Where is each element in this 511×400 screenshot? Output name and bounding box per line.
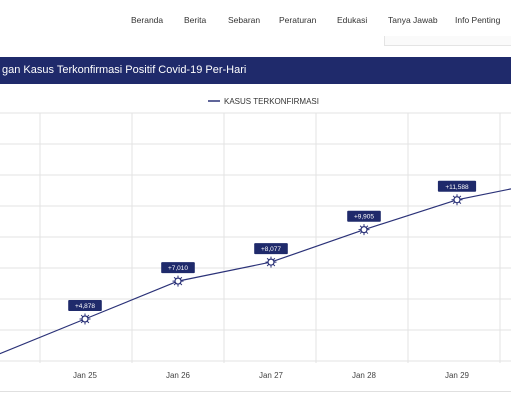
x-tick-label: Jan 25 xyxy=(73,371,98,380)
data-label-box xyxy=(347,210,381,222)
nav-peraturan[interactable]: Peraturan xyxy=(279,15,317,25)
nav-tanya-jawab[interactable]: Tanya Jawab xyxy=(388,15,438,25)
page-divider xyxy=(0,391,511,392)
nav-sebaran[interactable]: Sebaran xyxy=(228,15,261,25)
search-box-edge[interactable] xyxy=(384,36,511,46)
x-tick-label: Jan 27 xyxy=(259,371,284,380)
chart-title-bar: gan Kasus Terkonfirmasi Positif Covid-19… xyxy=(0,57,511,84)
data-label-box xyxy=(254,243,288,255)
nav-berita[interactable]: Berita xyxy=(184,15,207,25)
nav-info-penting[interactable]: Info Penting xyxy=(455,15,501,25)
line-chart: KASUS TERKONFIRMASI7+4,878+7,010+8,077+9… xyxy=(0,97,511,380)
data-label: +7,010 xyxy=(168,265,188,272)
data-label-box xyxy=(437,180,477,192)
nav-edukasi[interactable]: Edukasi xyxy=(337,15,368,25)
data-label: +8,077 xyxy=(261,246,281,253)
data-point-marker[interactable] xyxy=(265,256,277,268)
data-label-box xyxy=(68,300,102,311)
data-label: +4,878 xyxy=(75,303,95,310)
data-point-marker[interactable] xyxy=(358,224,370,236)
nav-beranda[interactable]: Beranda xyxy=(131,15,164,25)
data-label: +11,588 xyxy=(445,184,469,191)
x-tick-label: Jan 26 xyxy=(166,371,191,380)
chart-title: gan Kasus Terkonfirmasi Positif Covid-19… xyxy=(2,64,247,76)
data-point-marker[interactable] xyxy=(451,194,463,206)
legend-label: KASUS TERKONFIRMASI xyxy=(224,97,319,106)
x-tick-label: Jan 29 xyxy=(445,371,470,380)
data-point-marker[interactable] xyxy=(172,275,184,287)
data-label-box xyxy=(161,262,195,274)
x-tick-label: Jan 28 xyxy=(352,371,377,380)
series-line xyxy=(0,188,511,355)
data-label: +9,905 xyxy=(354,214,374,221)
top-navigation: Beranda Berita Sebaran Peraturan Edukasi… xyxy=(0,0,511,48)
data-point-marker[interactable] xyxy=(79,313,91,325)
